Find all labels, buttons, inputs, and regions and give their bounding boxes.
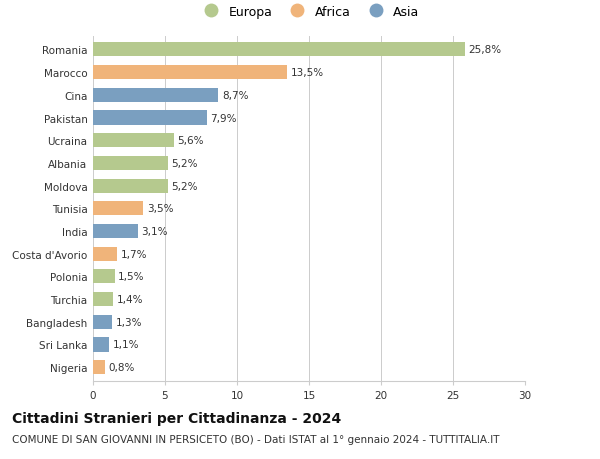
Bar — [93, 202, 143, 216]
Text: 1,7%: 1,7% — [121, 249, 148, 259]
Bar — [93, 360, 104, 375]
Text: 3,1%: 3,1% — [141, 226, 168, 236]
Text: 1,4%: 1,4% — [117, 294, 143, 304]
Text: 3,5%: 3,5% — [147, 204, 173, 214]
Text: Cittadini Stranieri per Cittadinanza - 2024: Cittadini Stranieri per Cittadinanza - 2… — [12, 411, 341, 425]
Bar — [93, 89, 218, 103]
Text: 7,9%: 7,9% — [211, 113, 237, 123]
Bar — [93, 179, 168, 193]
Bar — [93, 224, 137, 239]
Text: 8,7%: 8,7% — [222, 90, 248, 101]
Text: 5,6%: 5,6% — [177, 136, 204, 146]
Text: 25,8%: 25,8% — [468, 45, 501, 55]
Bar — [93, 247, 118, 261]
Bar — [93, 66, 287, 80]
Text: 13,5%: 13,5% — [291, 68, 324, 78]
Bar — [93, 338, 109, 352]
Text: 5,2%: 5,2% — [172, 158, 198, 168]
Text: 1,1%: 1,1% — [112, 340, 139, 350]
Bar — [93, 134, 173, 148]
Text: 0,8%: 0,8% — [108, 363, 134, 372]
Text: COMUNE DI SAN GIOVANNI IN PERSICETO (BO) - Dati ISTAT al 1° gennaio 2024 - TUTTI: COMUNE DI SAN GIOVANNI IN PERSICETO (BO)… — [12, 434, 499, 444]
Text: 5,2%: 5,2% — [172, 181, 198, 191]
Text: 1,5%: 1,5% — [118, 272, 145, 282]
Text: 1,3%: 1,3% — [115, 317, 142, 327]
Legend: Europa, Africa, Asia: Europa, Africa, Asia — [193, 0, 425, 23]
Bar — [93, 157, 168, 171]
Bar — [93, 111, 207, 125]
Bar — [93, 292, 113, 307]
Bar — [93, 43, 464, 57]
Bar — [93, 315, 112, 329]
Bar — [93, 270, 115, 284]
